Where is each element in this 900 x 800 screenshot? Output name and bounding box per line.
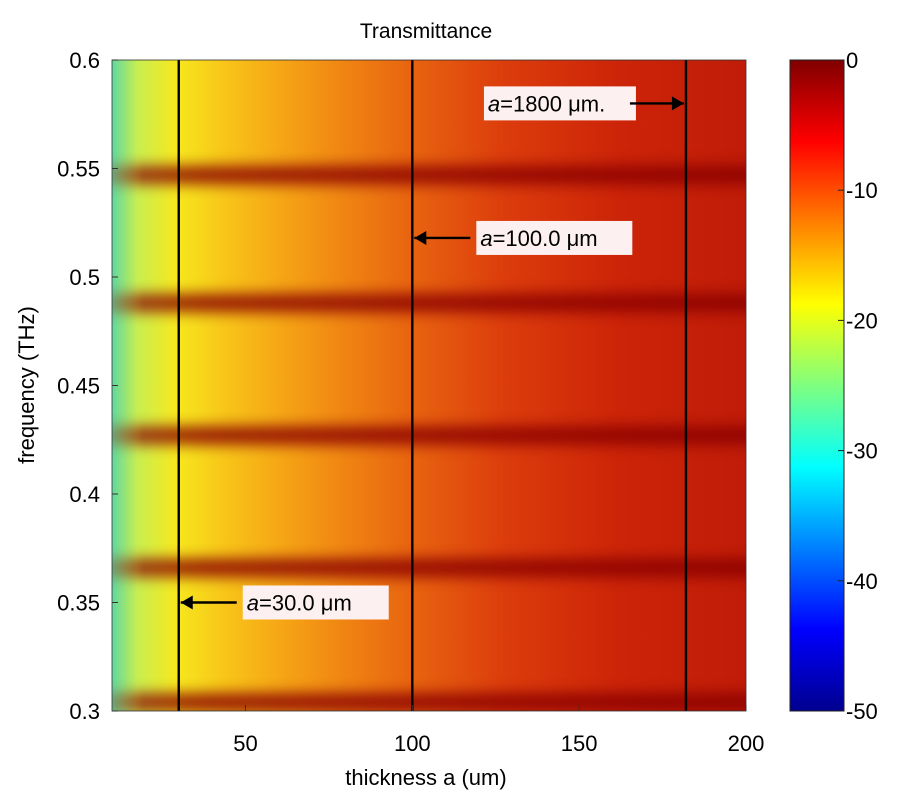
colorbar-ticks: 0 -10 -20 -30 -40 -50	[838, 48, 878, 724]
heatmap-base	[112, 60, 746, 711]
resonance-band-3	[112, 294, 746, 313]
colorbar-tick-label: -10	[846, 178, 878, 203]
annotation-value: =100.0 μm	[493, 226, 598, 251]
annotation-arrow-head	[671, 96, 684, 111]
annotation-arrow-head	[414, 230, 427, 245]
colorbar-tick-label: -20	[846, 308, 878, 333]
colorbar-tick-label: 0	[846, 48, 858, 73]
resonance-band-1	[112, 558, 746, 577]
annotation-1: a=100.0 μm	[414, 220, 633, 255]
annotation-box	[476, 220, 633, 255]
annotation-arrow-head	[180, 595, 193, 610]
colorbar-gradient	[789, 59, 845, 712]
y-axis-ticks: 0.3 0.35 0.4 0.45 0.5 0.55 0.6	[57, 48, 118, 724]
annotation-label: a=1800 μm.	[488, 91, 605, 116]
resonance-band-2	[112, 426, 746, 445]
thickness-marker-lines	[177, 60, 688, 711]
annotation-italic-a: a	[247, 591, 259, 616]
y-tick-label: 0.45	[57, 374, 100, 399]
annotation-label: a=100.0 μm	[480, 226, 597, 251]
annotation-value: =30.0 μm	[259, 591, 352, 616]
annotation-2: a=1800 μm.	[483, 86, 684, 121]
x-tick-label: 100	[394, 731, 431, 756]
y-tick-label: 0.35	[57, 591, 100, 616]
y-tick-label: 0.55	[57, 157, 100, 182]
y-tick-label: 0.3	[69, 699, 100, 724]
x-axis-label: thickness a (um)	[345, 765, 506, 790]
resonance-bands	[112, 166, 746, 711]
annotation-box	[483, 86, 636, 121]
annotation-0: a=30.0 μm	[180, 585, 389, 620]
resonance-band-0	[112, 693, 746, 711]
colorbar-tick-label: -30	[846, 439, 878, 464]
x-tick-label: 200	[728, 731, 765, 756]
y-axis-label: frequency (THz)	[14, 306, 39, 464]
resonance-band-4	[112, 166, 746, 185]
x-axis-ticks: 50 100 150 200	[233, 705, 764, 756]
annotation-box	[242, 585, 389, 620]
y-tick-label: 0.6	[69, 48, 100, 73]
colorbar-tick-label: -40	[846, 569, 878, 594]
chart-title: Transmittance	[360, 20, 492, 43]
y-tick-label: 0.4	[69, 482, 100, 507]
x-tick-label: 150	[561, 731, 598, 756]
annotation-italic-a: a	[480, 226, 492, 251]
annotations: a=30.0 μma=100.0 μma=1800 μm.	[180, 86, 684, 620]
annotation-value: =1800 μm.	[500, 91, 605, 116]
plot-area: a=30.0 μma=100.0 μma=1800 μm.	[111, 59, 747, 712]
y-tick-label: 0.5	[69, 265, 100, 290]
x-tick-label: 50	[233, 731, 257, 756]
colorbar-tick-label: -50	[846, 699, 878, 724]
colorbar: 0 -10 -20 -30 -40 -50	[789, 48, 878, 724]
annotation-label: a=30.0 μm	[247, 591, 352, 616]
annotation-italic-a: a	[488, 91, 500, 116]
